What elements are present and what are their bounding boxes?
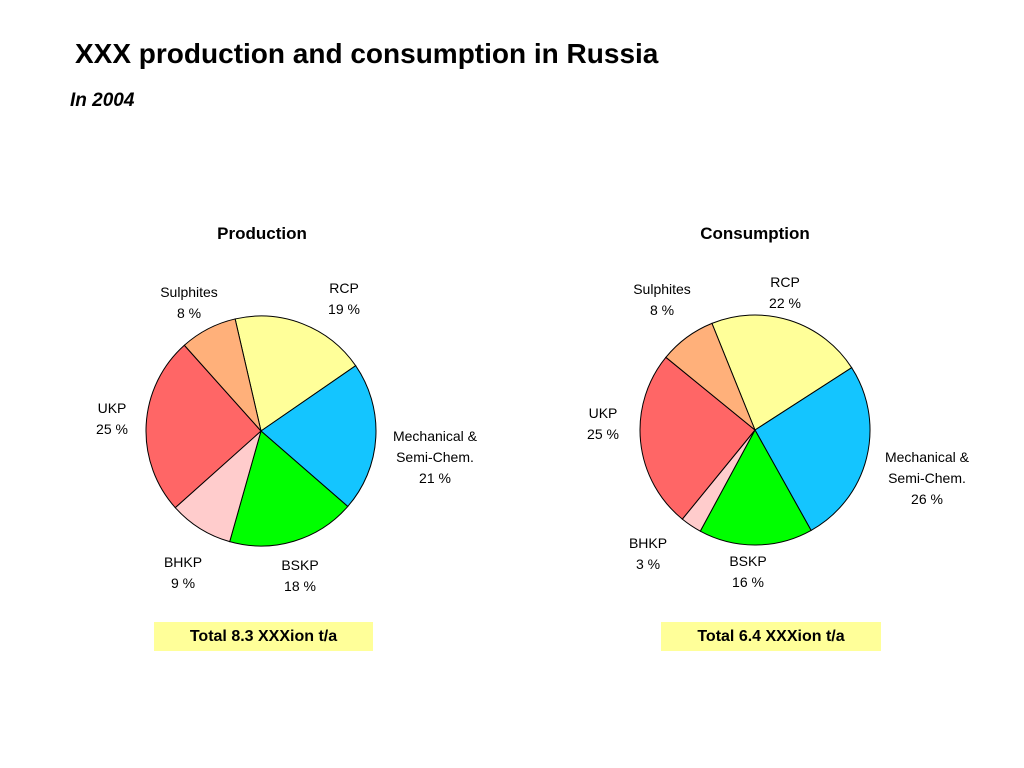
production-label-ukp: UKP 25 % [96,400,128,437]
production-label-bhkp: BHKP 9 % [164,554,202,591]
production-label-mechanical-semi-chem: Mechanical & Semi-Chem. 21 % [393,428,478,486]
production-total-box: Total 8.3 XXXion t/a [154,622,373,651]
consumption-slice-mechanical-semi-chem [754,367,871,532]
consumption-label-bhkp: BHKP 3 % [629,535,667,572]
consumption-label-mechanical-semi-chem: Mechanical & Semi-Chem. 26 % [885,449,970,507]
consumption-total-box: Total 6.4 XXXion t/a [661,622,881,651]
production-slice-ukp [145,344,262,509]
production-chart-title: Production [217,224,307,243]
slide-title: XXX production and consumption in Russia [75,38,659,69]
production-slice-mechanical-semi-chem [260,365,377,508]
slide-subtitle: In 2004 [70,90,135,111]
consumption-label-bskp: BSKP 16 % [729,553,766,590]
consumption-slice-rcp [711,314,853,431]
production-slice-sulphites [183,318,262,432]
production-label-bskp: BSKP 18 % [281,557,318,594]
consumption-slice-ukp [639,356,756,520]
consumption-label-sulphites: Sulphites 8 % [633,281,691,318]
production-label-rcp: RCP 19 % [328,280,360,317]
consumption-label-ukp: UKP 25 % [587,405,619,442]
production-slice-rcp [234,315,357,432]
consumption-label-rcp: RCP 22 % [769,274,801,311]
consumption-slice-bskp [699,428,812,546]
consumption-slice-sulphites [665,322,756,431]
production-label-sulphites: Sulphites 8 % [160,284,218,321]
production-slice-bskp [229,430,349,547]
consumption-chart-title: Consumption [700,224,810,243]
